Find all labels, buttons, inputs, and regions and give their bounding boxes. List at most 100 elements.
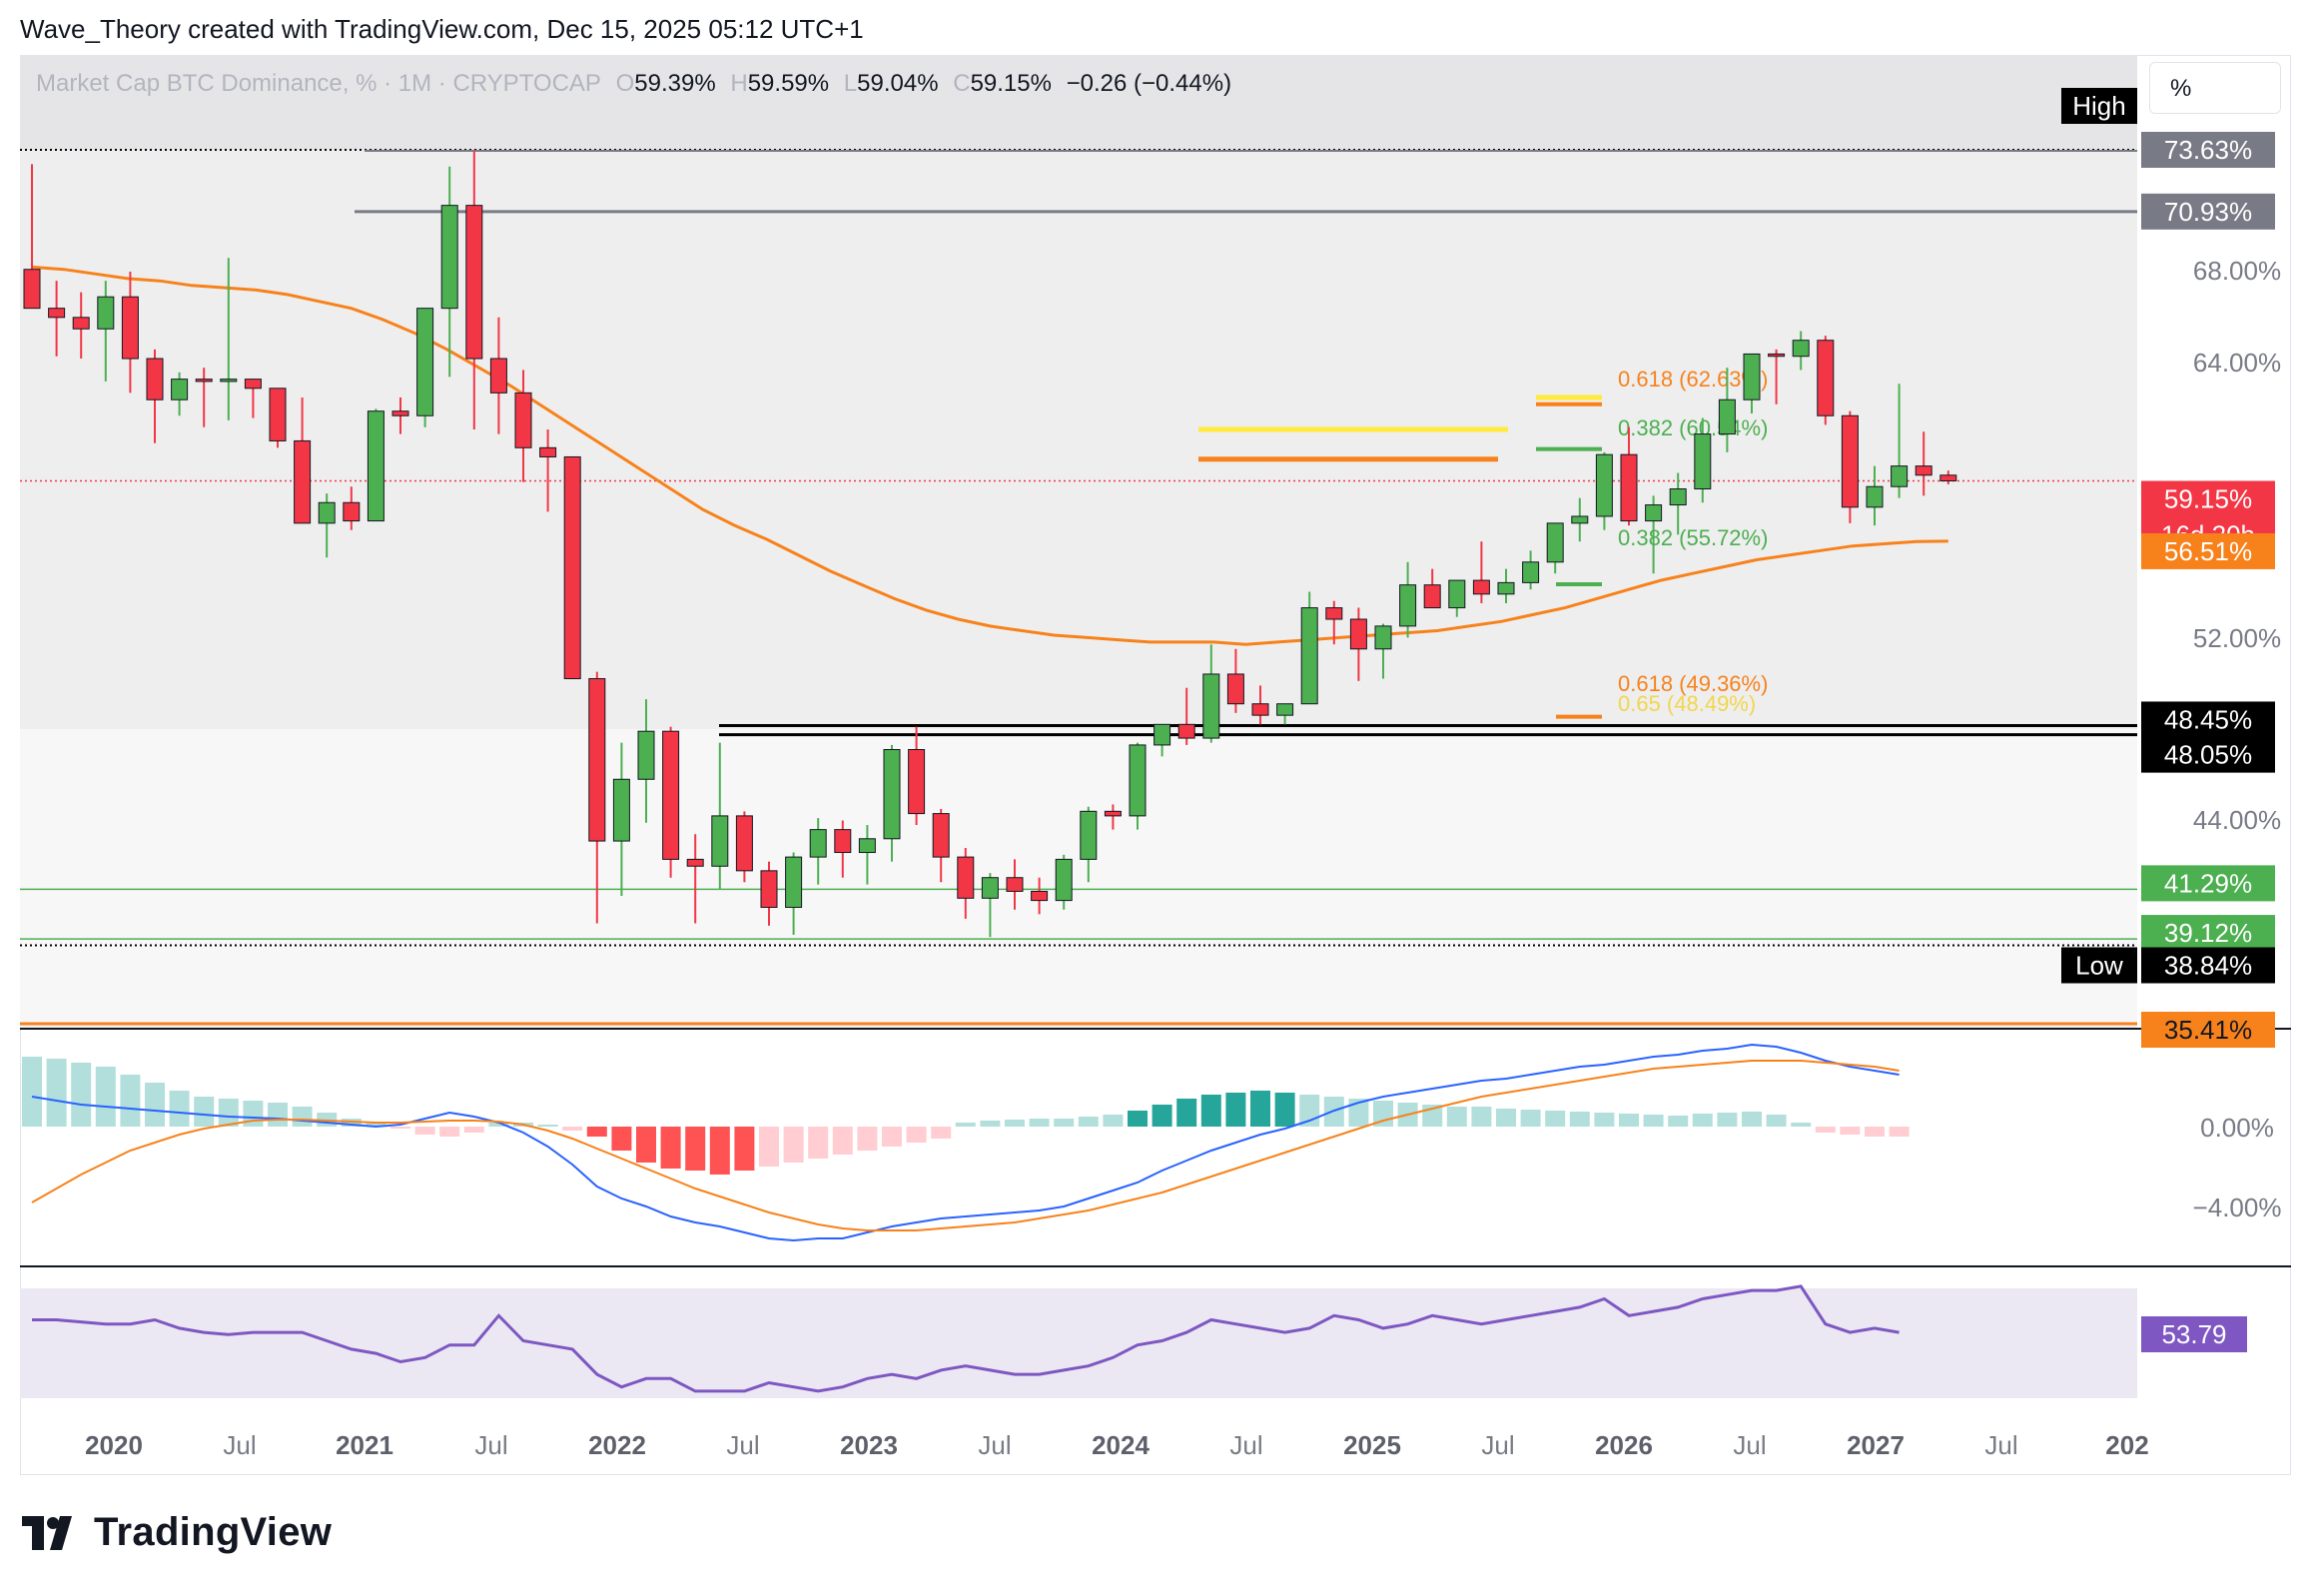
candle bbox=[1645, 495, 1663, 574]
fib-label: 0.382 (60.54%) bbox=[1618, 415, 1768, 440]
candle-body bbox=[195, 379, 213, 383]
time-tick: 2024 bbox=[1092, 1430, 1150, 1460]
fib-label: 0.382 (55.72%) bbox=[1618, 525, 1768, 550]
legend-low-label: L bbox=[843, 70, 858, 97]
time-tick: Jul bbox=[1733, 1430, 1766, 1460]
candle bbox=[662, 726, 680, 878]
candle-body bbox=[760, 870, 778, 908]
rsi-tag-box bbox=[2141, 1316, 2247, 1352]
rsi-band bbox=[20, 1288, 2137, 1398]
candle bbox=[1031, 877, 1049, 915]
candle-body bbox=[1104, 810, 1122, 817]
candle bbox=[539, 428, 557, 512]
ma-line bbox=[31, 265, 1948, 646]
candle bbox=[612, 742, 630, 897]
candle bbox=[1768, 349, 1786, 404]
candle-body bbox=[1423, 584, 1441, 609]
extreme-tag-box bbox=[2061, 88, 2137, 124]
candle bbox=[1374, 623, 1392, 679]
candle-body bbox=[1251, 703, 1269, 716]
candle-body bbox=[1866, 485, 1884, 508]
macd-histogram-bar bbox=[1520, 1110, 1541, 1127]
price-tag: 38.84% bbox=[2164, 950, 2252, 980]
candle-body bbox=[1006, 877, 1024, 892]
price-tag-box bbox=[2141, 1012, 2275, 1048]
macd-histogram-bar bbox=[1569, 1112, 1590, 1127]
macd-histogram-bar bbox=[783, 1127, 804, 1163]
price-tick: 64.00% bbox=[2193, 348, 2281, 378]
macd-histogram-bar bbox=[439, 1127, 460, 1137]
candle bbox=[1177, 687, 1195, 745]
tradingview-logo-text: TradingView bbox=[94, 1510, 333, 1554]
legend-open: 59.39% bbox=[634, 70, 716, 97]
candle-body bbox=[908, 749, 926, 815]
macd-histogram-bar bbox=[71, 1063, 92, 1127]
chart-gridlines bbox=[20, 149, 2291, 1267]
macd-histogram-bar bbox=[463, 1127, 484, 1133]
candle bbox=[1546, 522, 1564, 574]
macd-histogram-bar bbox=[931, 1127, 952, 1139]
macd-histogram-bar bbox=[1594, 1113, 1615, 1127]
price-tick: 44.00% bbox=[2193, 805, 2281, 835]
candle bbox=[1571, 497, 1589, 542]
candle-body bbox=[1226, 673, 1244, 705]
candle bbox=[883, 744, 901, 862]
candle bbox=[1694, 417, 1712, 503]
time-tick: 202 bbox=[2105, 1430, 2148, 1460]
macd-histogram-bar bbox=[1766, 1115, 1787, 1127]
candle bbox=[1915, 431, 1932, 496]
candle bbox=[834, 820, 852, 878]
candle bbox=[318, 493, 336, 558]
candle bbox=[1891, 384, 1909, 498]
macd-histogram-bar bbox=[1545, 1111, 1566, 1127]
macd-tick: −4.00% bbox=[2193, 1193, 2282, 1222]
time-tick: 2021 bbox=[336, 1430, 393, 1460]
candle-body bbox=[1374, 625, 1392, 650]
candle-body bbox=[686, 858, 704, 867]
candle-body bbox=[1768, 353, 1786, 358]
candle bbox=[760, 861, 778, 926]
candle bbox=[146, 349, 164, 443]
candle bbox=[1349, 607, 1367, 681]
candle bbox=[72, 292, 90, 360]
candlesticks[interactable] bbox=[23, 150, 1957, 938]
candle bbox=[1276, 703, 1294, 725]
time-tick: Jul bbox=[726, 1430, 759, 1460]
zone-lower bbox=[20, 729, 2137, 1027]
candle-body bbox=[981, 877, 999, 899]
legend-close-label: C bbox=[953, 70, 971, 97]
candle-body bbox=[1595, 453, 1613, 517]
candle bbox=[269, 388, 287, 448]
candle bbox=[1743, 353, 1761, 413]
candle-body bbox=[1891, 465, 1909, 487]
candle-body bbox=[637, 730, 655, 780]
macd-histogram-bar bbox=[1446, 1107, 1467, 1127]
unit-toggle-button[interactable]: % bbox=[2149, 62, 2281, 114]
price-tag: 41.29% bbox=[2164, 868, 2252, 898]
candle bbox=[1669, 472, 1687, 535]
candle bbox=[343, 486, 361, 530]
candle-body bbox=[171, 379, 189, 400]
macd-histogram-bar bbox=[1299, 1095, 1320, 1127]
price-tag: 59.15% bbox=[2164, 484, 2252, 514]
macd-histogram-bar bbox=[1889, 1127, 1910, 1137]
time-tick: 2027 bbox=[1847, 1430, 1905, 1460]
candle bbox=[1817, 336, 1835, 425]
candle bbox=[563, 455, 581, 680]
macd-histogram-bar bbox=[660, 1127, 681, 1169]
candle-body bbox=[48, 308, 66, 319]
candle bbox=[171, 372, 189, 416]
extreme-tag: High bbox=[2072, 91, 2125, 121]
macd-histogram-bar bbox=[955, 1123, 976, 1127]
candle bbox=[1080, 806, 1098, 883]
macd-histogram-bar bbox=[832, 1127, 853, 1155]
macd-histogram-bar bbox=[390, 1127, 410, 1129]
macd-histogram-bar bbox=[1250, 1091, 1270, 1127]
candle-body bbox=[1743, 353, 1761, 400]
macd-histogram-bar bbox=[1103, 1115, 1124, 1127]
candle-body bbox=[367, 410, 385, 522]
candle bbox=[367, 408, 385, 522]
macd-histogram-bar bbox=[759, 1127, 779, 1167]
macd-histogram-bar bbox=[22, 1057, 42, 1127]
